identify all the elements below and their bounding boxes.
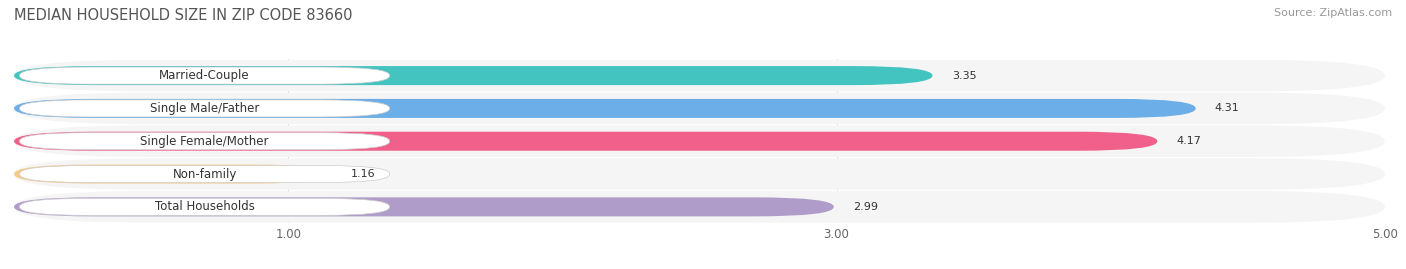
FancyBboxPatch shape [20,133,389,150]
FancyBboxPatch shape [14,165,332,183]
Text: MEDIAN HOUSEHOLD SIZE IN ZIP CODE 83660: MEDIAN HOUSEHOLD SIZE IN ZIP CODE 83660 [14,8,353,23]
FancyBboxPatch shape [14,93,1385,124]
FancyBboxPatch shape [14,99,1195,118]
FancyBboxPatch shape [14,60,1385,91]
Text: Single Male/Father: Single Male/Father [150,102,259,115]
Text: 3.35: 3.35 [952,70,976,81]
Text: Married-Couple: Married-Couple [159,69,250,82]
FancyBboxPatch shape [14,66,932,85]
Text: 1.16: 1.16 [352,169,375,179]
Text: 4.31: 4.31 [1215,103,1240,114]
Text: 2.99: 2.99 [853,202,877,212]
FancyBboxPatch shape [20,67,389,84]
FancyBboxPatch shape [14,197,834,216]
FancyBboxPatch shape [14,191,1385,223]
Text: Total Households: Total Households [155,200,254,213]
Text: Non-family: Non-family [173,168,236,180]
Text: Source: ZipAtlas.com: Source: ZipAtlas.com [1274,8,1392,18]
FancyBboxPatch shape [14,125,1385,157]
FancyBboxPatch shape [20,100,389,117]
Text: Single Female/Mother: Single Female/Mother [141,135,269,148]
FancyBboxPatch shape [20,165,389,183]
FancyBboxPatch shape [14,132,1157,151]
FancyBboxPatch shape [20,198,389,215]
FancyBboxPatch shape [14,158,1385,190]
Text: 4.17: 4.17 [1177,136,1201,146]
